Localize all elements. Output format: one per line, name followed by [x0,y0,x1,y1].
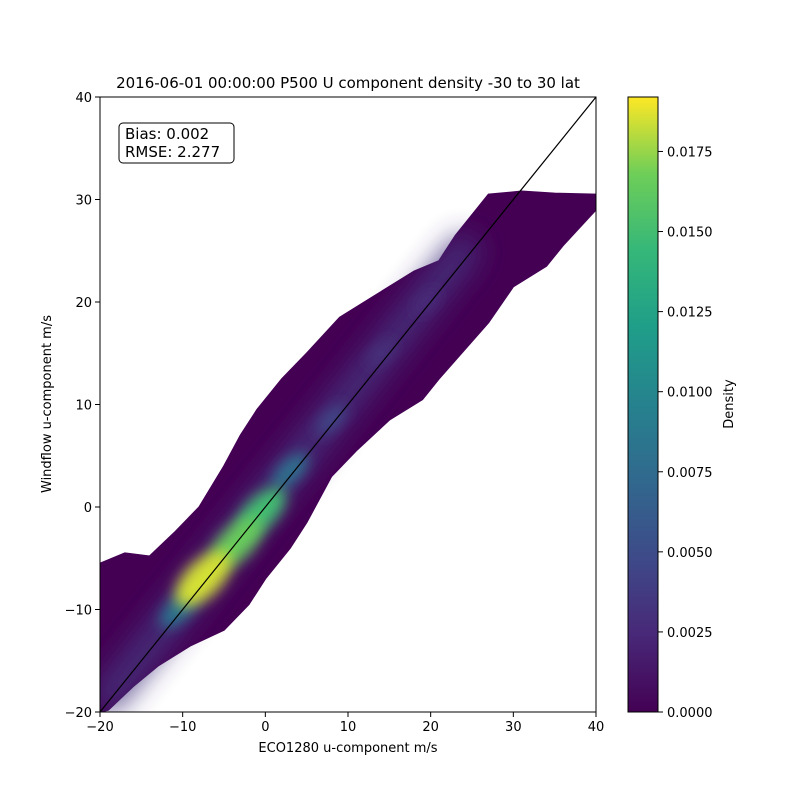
rmse-text: RMSE: 2.277 [125,143,220,161]
density-scatter-envelope [100,190,596,712]
stats-box: Bias: 0.002 RMSE: 2.277 [118,122,235,164]
chart-title: 2016-06-01 00:00:00 P500 U component den… [116,74,580,92]
one-to-one-reference-line [100,97,596,712]
x-axis-label: ECO1280 u-component m/s [258,741,437,756]
y-tick-label: −10 [65,604,92,619]
colorbar: 0.0000 0.0025 0.0050 0.0075 0.0100 0.0125 0.01… [627,96,737,721]
colorbar-tick-label: 0.0025 [667,626,713,641]
x-tick-label: 40 [588,720,605,735]
density-core-layer [100,235,479,712]
y-axis-ticks: −20 −10 0 10 20 30 40 [65,91,100,721]
colorbar-tick-label: 0.0050 [667,546,713,561]
colorbar-ticks: 0.0000 0.0025 0.0050 0.0075 0.0100 0.0125 0.01… [658,145,713,721]
y-tick-label: 30 [75,194,92,209]
density-hotspot [367,339,395,367]
y-tick-label: 0 [84,501,92,516]
x-tick-label: 10 [340,720,357,735]
colorbar-tick-label: 0.0000 [667,706,713,721]
colorbar-gradient [627,96,659,713]
colorbar-tick-label: 0.0175 [667,145,713,160]
x-tick-label: 0 [261,720,269,735]
density-hotspot [316,404,347,435]
y-axis-label: Windflow u-component m/s [40,315,55,493]
bias-text: Bias: 0.002 [125,125,209,143]
colorbar-tick-label: 0.0100 [667,386,713,401]
density-hotspot [413,288,440,316]
plot-area [100,97,596,712]
x-tick-label: 20 [422,720,439,735]
density-hotspot [271,452,309,490]
y-tick-label: −20 [65,706,92,721]
x-tick-label: −20 [86,720,113,735]
colorbar-label: Density [722,379,737,429]
y-tick-label: 10 [75,399,92,414]
y-tick-label: 20 [75,296,92,311]
colorbar-tick-label: 0.0150 [667,226,713,241]
x-tick-label: 30 [505,720,522,735]
x-tick-label: −10 [169,720,196,735]
colorbar-tick-label: 0.0075 [667,466,713,481]
colorbar-tick-label: 0.0125 [667,306,713,321]
x-axis-ticks: −20 −10 0 10 20 30 40 [86,712,604,735]
density-hotspot [175,550,232,607]
y-tick-label: 40 [75,91,92,106]
